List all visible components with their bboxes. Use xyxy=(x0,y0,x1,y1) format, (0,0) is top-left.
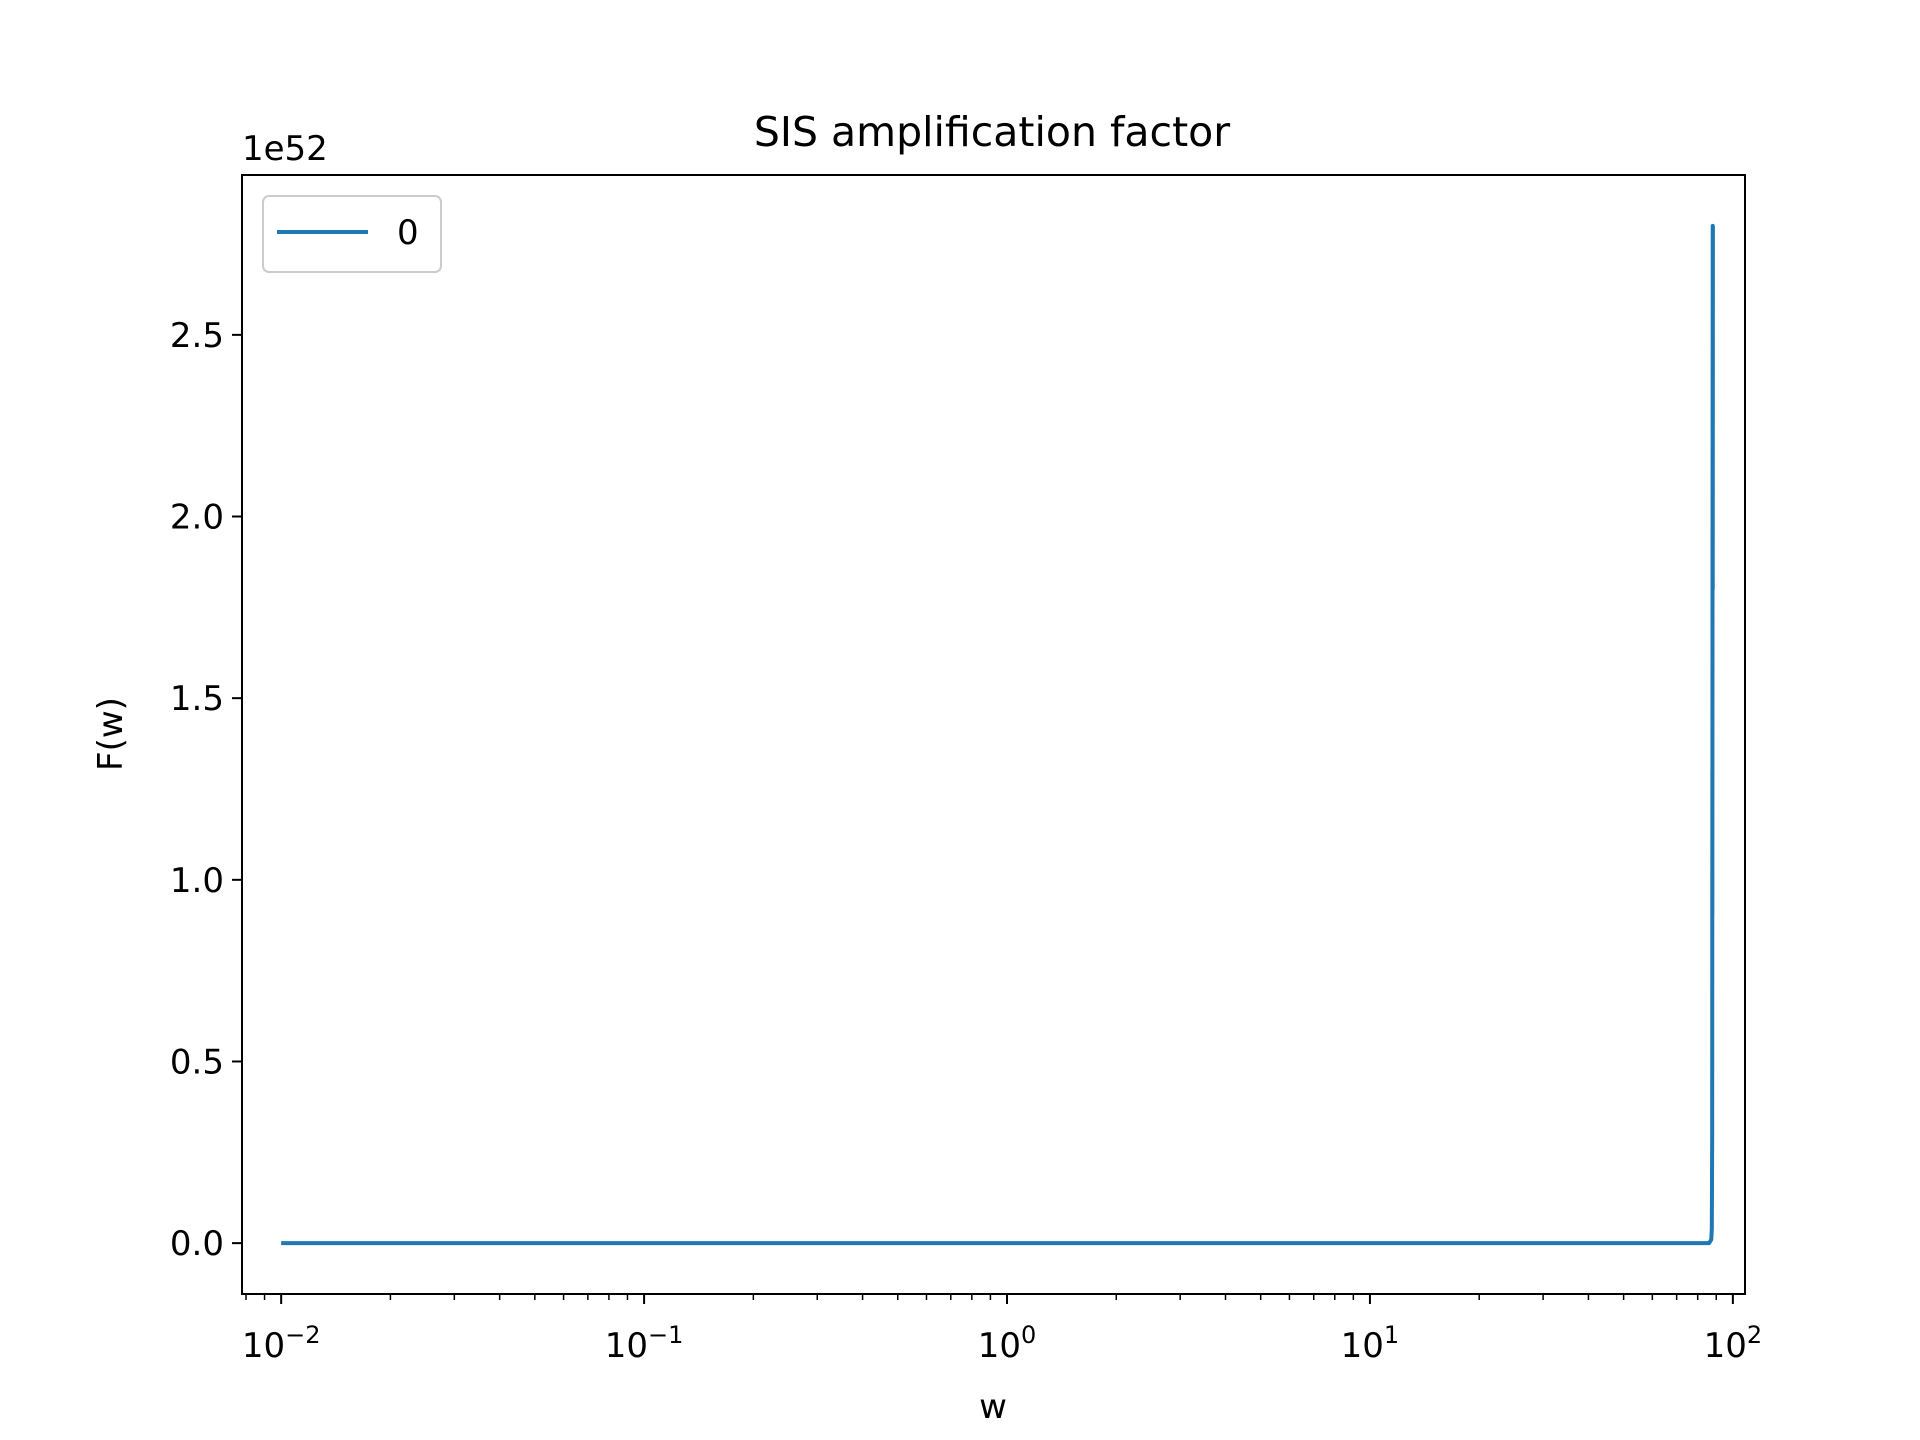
x-tick-label: 100 xyxy=(978,1321,1037,1366)
chart-title: SIS amplification factor xyxy=(754,108,1230,156)
plot-area-frame xyxy=(241,174,1746,1295)
y-tick-label: 2.5 xyxy=(170,316,224,356)
y-axis-label: F(w) xyxy=(91,697,131,771)
series-line-0 xyxy=(281,223,1715,1246)
x-tick-label: 101 xyxy=(1341,1321,1400,1366)
y-axis: 0.0 0.5 1.0 1.5 2.0 2.5 xyxy=(170,316,242,1264)
x-tick-label: 10−2 xyxy=(242,1321,321,1366)
legend: 0 xyxy=(262,195,442,273)
y-tick-label: 0.5 xyxy=(170,1042,224,1082)
series-layer xyxy=(281,223,1715,1246)
y-tick-label: 2.0 xyxy=(170,498,224,538)
legend-label: 0 xyxy=(397,213,419,253)
y-offset-label: 1e52 xyxy=(242,129,328,169)
x-tick-label: 10−1 xyxy=(605,1321,684,1366)
x-axis: 10−2 10−1 100 101 102 xyxy=(242,1294,1762,1366)
x-tick-label: 102 xyxy=(1704,1321,1763,1366)
y-tick-label: 1.5 xyxy=(170,679,224,719)
y-tick-label: 1.0 xyxy=(170,861,224,901)
y-tick-label: 0.0 xyxy=(170,1224,224,1264)
x-axis-label: w xyxy=(979,1387,1007,1427)
